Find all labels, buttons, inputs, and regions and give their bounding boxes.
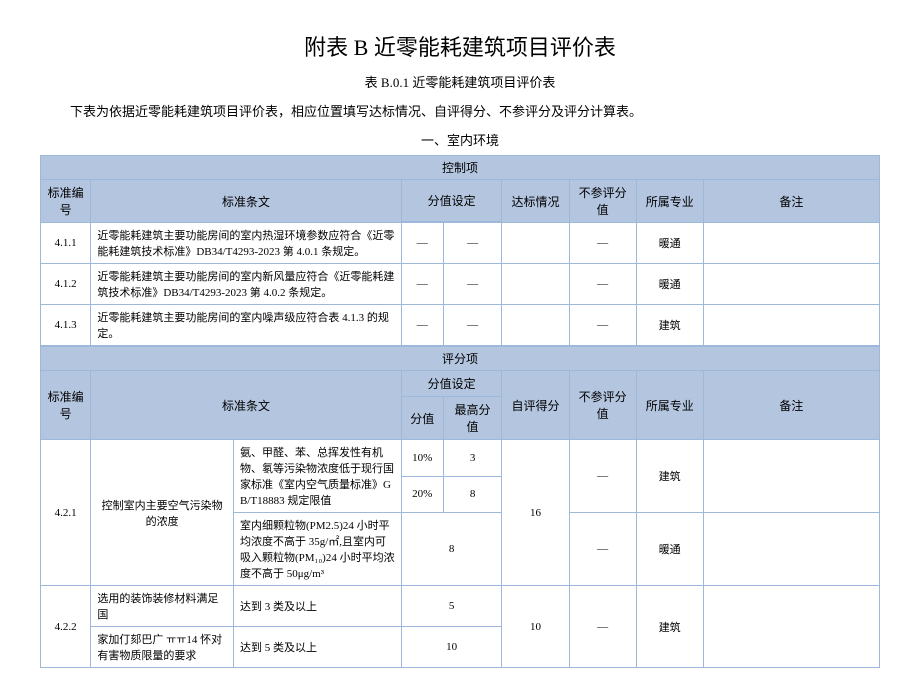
section-label-1: 一、室内环境	[40, 130, 880, 149]
cell-prof: 建筑	[636, 305, 703, 346]
cell-note	[703, 223, 879, 264]
col-prof: 所属专业	[636, 371, 703, 440]
cell-prof: 建筑	[636, 586, 703, 668]
cell-noscore: —	[569, 513, 636, 586]
col-desc: 标准条文	[91, 180, 401, 223]
cell-max: —	[443, 223, 502, 264]
cell-dabiao	[502, 264, 569, 305]
cell-prof: 暖通	[636, 223, 703, 264]
col-code: 标准编号	[41, 180, 91, 223]
cell-note	[703, 440, 879, 513]
col-noscore: 不参评分值	[569, 180, 636, 223]
cell-max: —	[443, 264, 502, 305]
table-row: 4.1.2 近零能耗建筑主要功能房间的室内新风量应符合《近零能耗建筑技术标准》D…	[41, 264, 880, 305]
cell-code: 4.1.3	[41, 305, 91, 346]
cell-fen: —	[401, 305, 443, 346]
cell-note	[703, 305, 879, 346]
cell-val: 5	[401, 586, 502, 627]
control-band-row: 控制项	[41, 156, 880, 180]
cell-note	[703, 586, 879, 668]
col-prof: 所属专业	[636, 180, 703, 223]
cell-subdesc-a: 达到 3 类及以上	[233, 586, 401, 627]
col-note: 备注	[703, 180, 879, 223]
col-fenzhi: 分值设定	[401, 371, 502, 397]
col-dabiao: 达标情况	[502, 180, 569, 223]
cell-val: 3	[443, 440, 502, 477]
table-row: 4.2.1 控制室内主要空气污染物的浓度 氨、甲醛、苯、总挥发性有机物、氡等污染…	[41, 440, 880, 477]
cell-code: 4.2.1	[41, 440, 91, 586]
col-noscore: 不参评分值	[569, 371, 636, 440]
cell-noscore: —	[569, 264, 636, 305]
cell-note	[703, 264, 879, 305]
cell-max: 10	[502, 586, 569, 668]
col-desc: 标准条文	[91, 371, 401, 440]
cell-desc: 近零能耗建筑主要功能房间的室内热湿环境参数应符合《近零能耗建筑技术标准》DB34…	[91, 223, 401, 264]
score-table: 评分项 标准编号 标准条文 分值设定 自评得分 不参评分值 所属专业 备注 分值…	[40, 346, 880, 668]
cell-fen: —	[401, 264, 443, 305]
cell-val: 8	[401, 513, 502, 586]
col-note: 备注	[703, 371, 879, 440]
cell-val: 8	[443, 476, 502, 513]
page-subtitle: 表 B.0.1 近零能耗建筑项目评价表	[40, 72, 880, 91]
cell-label: 控制室内主要空气污染物的浓度	[91, 440, 234, 586]
cell-pct: 20%	[401, 476, 443, 513]
table-row: 4.1.3 近零能耗建筑主要功能房间的室内噪声级应符合表 4.1.3 的规定。 …	[41, 305, 880, 346]
table-row: 4.2.2 选用的装饰装修材料满足国 达到 3 类及以上 5 10 — 建筑	[41, 586, 880, 627]
cell-code: 4.1.1	[41, 223, 91, 264]
page-title: 附表 B 近零能耗建筑项目评价表	[40, 30, 880, 62]
col-fenzhi: 分值设定	[401, 180, 502, 222]
cell-code: 4.1.2	[41, 264, 91, 305]
page-intro: 下表为依据近零能耗建筑项目评价表，相应位置填写达标情况、自评得分、不参评分及评分…	[40, 101, 880, 120]
control-header-row: 标准编号 标准条文 分值设定 达标情况 不参评分值 所属专业 备注	[41, 180, 880, 222]
score-band-row: 评分项	[41, 347, 880, 371]
cell-dabiao	[502, 223, 569, 264]
cell-fen: —	[401, 223, 443, 264]
cell-prof: 暖通	[636, 513, 703, 586]
control-band-cell: 控制项	[41, 156, 880, 180]
cell-subdesc-b: 室内细颗粒物(PM2.5)24 小时平均浓度不高于 35g/㎡,且室内可吸入颗粒…	[233, 513, 401, 586]
score-header-row: 标准编号 标准条文 分值设定 自评得分 不参评分值 所属专业 备注	[41, 371, 880, 397]
cell-desc: 近零能耗建筑主要功能房间的室内新风量应符合《近零能耗建筑技术标准》DB34/T4…	[91, 264, 401, 305]
cell-max: 16	[502, 440, 569, 586]
cell-note	[703, 513, 879, 586]
col-max-sub: 最高分值	[443, 397, 502, 440]
cell-prof: 暖通	[636, 264, 703, 305]
cell-label-b: 家加仃郂巴广 ㅠㅠ14 怀对有害物质限量的要求	[91, 627, 234, 668]
cell-val: 10	[401, 627, 502, 668]
col-code: 标准编号	[41, 371, 91, 440]
control-table: 控制项 标准编号 标准条文 分值设定 达标情况 不参评分值 所属专业 备注 4.…	[40, 155, 880, 346]
score-band-cell: 评分项	[41, 347, 880, 371]
cell-subdesc-a: 氨、甲醛、苯、总挥发性有机物、氡等污染物浓度低于现行国家标准《室内空气质量标准》…	[233, 440, 401, 513]
cell-noscore: —	[569, 223, 636, 264]
col-fen-sub: 分值	[401, 397, 443, 440]
col-selfscore: 自评得分	[502, 371, 569, 440]
cell-noscore: —	[569, 305, 636, 346]
cell-noscore: —	[569, 440, 636, 513]
cell-code: 4.2.2	[41, 586, 91, 668]
cell-noscore: —	[569, 586, 636, 668]
cell-label-a: 选用的装饰装修材料满足国	[91, 586, 234, 627]
cell-prof: 建筑	[636, 440, 703, 513]
cell-dabiao	[502, 305, 569, 346]
cell-pct: 10%	[401, 440, 443, 477]
cell-max: —	[443, 305, 502, 346]
cell-subdesc-b: 达到 5 类及以上	[233, 627, 401, 668]
cell-desc: 近零能耗建筑主要功能房间的室内噪声级应符合表 4.1.3 的规定。	[91, 305, 401, 346]
table-row: 4.1.1 近零能耗建筑主要功能房间的室内热湿环境参数应符合《近零能耗建筑技术标…	[41, 223, 880, 264]
